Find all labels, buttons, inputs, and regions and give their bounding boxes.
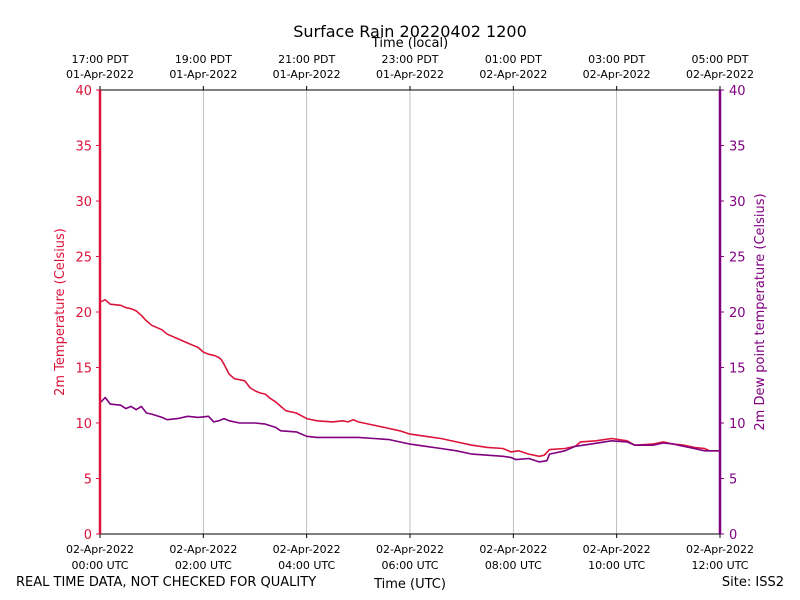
site-label: Site: ISS2 [721,575,784,590]
x-tick-label-top-time-3: 23:00 PDT [381,53,438,66]
y-tick-label-right-6: 30 [729,195,746,210]
x-tick-label-bottom-date-5: 02-Apr-2022 [583,543,651,556]
x-tick-label-bottom-date-4: 02-Apr-2022 [479,543,547,556]
y-tick-label-left-4: 20 [75,306,92,321]
y-tick-label-right-3: 15 [729,362,746,377]
ticks-layer: 0 0 5 5 10 10 15 15 20 20 25 25 30 30 35 35 40 40 02-Apr-2… [66,53,754,572]
y-tick-label-left-5: 25 [75,251,92,266]
x-tick-label-bottom-time-6: 12:00 UTC [691,559,748,572]
y-tick-label-right-1: 5 [729,473,737,488]
y-tick-label-right-5: 25 [729,251,746,266]
x-tick-label-bottom-time-2: 04:00 UTC [278,559,335,572]
chart-title: Surface Rain 20220402 1200 [293,22,527,41]
y-tick-label-right-7: 35 [729,140,746,155]
x-tick-label-top-time-6: 05:00 PDT [691,53,748,66]
x-tick-label-top-time-0: 17:00 PDT [71,53,128,66]
x-tick-label-bottom-time-3: 06:00 UTC [381,559,438,572]
x-tick-label-top-time-5: 03:00 PDT [588,53,645,66]
x-tick-label-top-date-5: 02-Apr-2022 [583,68,651,81]
y-tick-label-right-4: 20 [729,306,746,321]
y-tick-label-left-0: 0 [84,528,92,543]
x-tick-label-bottom-date-2: 02-Apr-2022 [273,543,341,556]
y-tick-label-left-3: 15 [75,362,92,377]
series-layer [99,298,720,463]
y-axis-label-right: 2m Dew point temperature (Celsius) [753,193,768,430]
x-tick-label-bottom-date-1: 02-Apr-2022 [169,543,237,556]
y-axis-label-left: 2m Temperature (Celsius) [53,228,68,396]
x-tick-label-bottom-time-5: 10:00 UTC [588,559,645,572]
x-tick-label-top-time-4: 01:00 PDT [485,53,542,66]
x-tick-label-top-date-4: 02-Apr-2022 [479,68,547,81]
x-tick-label-top-date-1: 01-Apr-2022 [169,68,237,81]
quality-note: REAL TIME DATA, NOT CHECKED FOR QUALITY [16,575,317,590]
top-axis-label: Time (local) [371,36,448,51]
x-tick-label-bottom-date-0: 02-Apr-2022 [66,543,134,556]
x-tick-label-top-date-6: 02-Apr-2022 [686,68,754,81]
x-tick-label-top-time-1: 19:00 PDT [175,53,232,66]
y-tick-label-left-7: 35 [75,140,92,155]
x-tick-label-bottom-date-6: 02-Apr-2022 [686,543,754,556]
grid-lines [202,90,618,534]
y-tick-label-left-8: 40 [75,84,92,99]
x-tick-label-bottom-time-4: 08:00 UTC [485,559,542,572]
y-tick-label-right-0: 0 [729,528,737,543]
x-tick-label-bottom-time-0: 00:00 UTC [71,559,128,572]
x-tick-label-top-time-2: 21:00 PDT [278,53,335,66]
y-tick-label-right-2: 10 [729,417,746,432]
x-axis-label: Time (UTC) [373,577,446,592]
x-tick-label-top-date-0: 01-Apr-2022 [66,68,134,81]
y-tick-label-left-2: 10 [75,417,92,432]
y-tick-label-left-1: 5 [84,473,92,488]
y-tick-label-left-6: 30 [75,195,92,210]
x-tick-label-top-date-3: 01-Apr-2022 [376,68,444,81]
x-tick-label-top-date-2: 01-Apr-2022 [273,68,341,81]
x-tick-label-bottom-time-1: 02:00 UTC [175,559,232,572]
series-line-0 [99,298,720,458]
series-line-1 [99,396,720,463]
y-tick-label-right-8: 40 [729,84,746,99]
x-tick-label-bottom-date-3: 02-Apr-2022 [376,543,444,556]
